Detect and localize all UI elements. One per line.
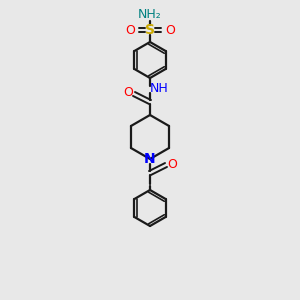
- Text: NH: NH: [150, 82, 168, 95]
- Text: O: O: [165, 23, 175, 37]
- Text: O: O: [125, 23, 135, 37]
- Text: N: N: [144, 152, 156, 166]
- Text: O: O: [123, 86, 133, 100]
- Text: O: O: [167, 158, 177, 170]
- Text: S: S: [145, 23, 155, 37]
- Text: NH₂: NH₂: [138, 8, 162, 22]
